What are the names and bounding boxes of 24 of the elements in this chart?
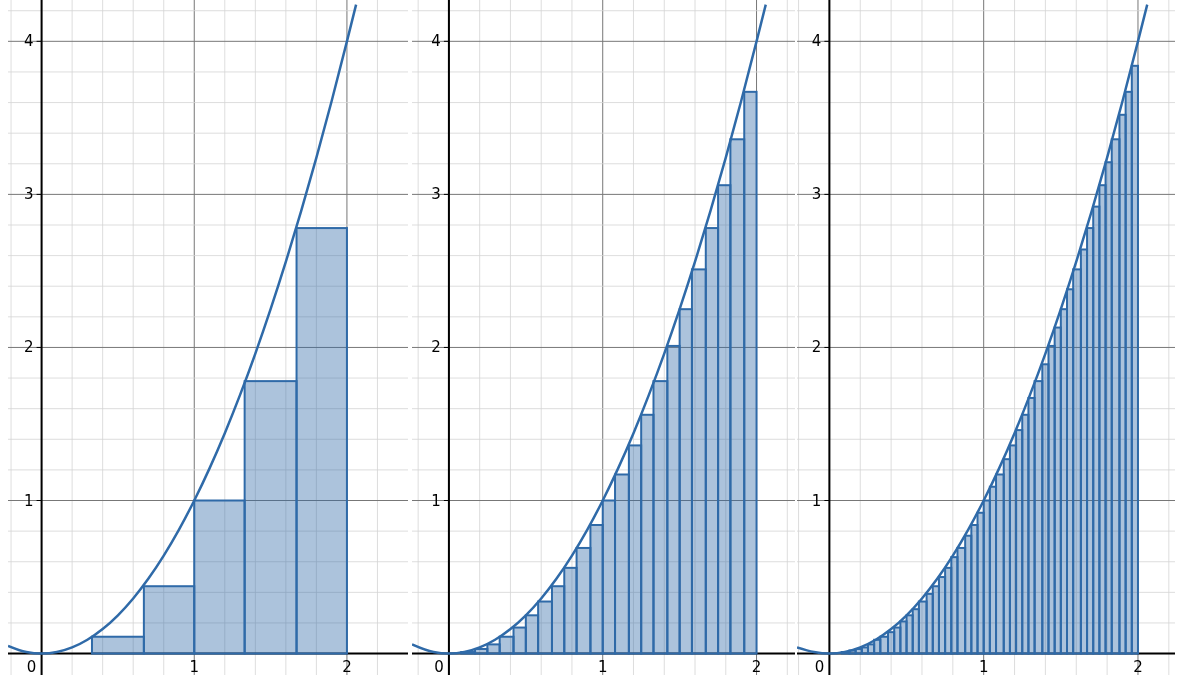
x-tick-label: 1: [597, 657, 608, 675]
x-tick-label: 2: [751, 657, 762, 675]
y-tick-label: 2: [811, 338, 822, 357]
y-tick-label: 3: [811, 185, 822, 204]
y-tick-label: 3: [431, 185, 441, 204]
x-tick-label: 0: [434, 657, 444, 675]
y-tick-label: 3: [24, 185, 34, 204]
y-tick-label: 2: [431, 338, 441, 357]
line-series: [8, 3, 358, 655]
x-tick-label: 1: [978, 657, 989, 675]
y-tick-label: 4: [24, 32, 34, 51]
x-tick-label: 0: [26, 657, 37, 675]
x-tick-label: 2: [1133, 657, 1143, 675]
y-tick-label: 1: [24, 491, 34, 510]
y-tick-label: 4: [811, 32, 822, 51]
line-series: [412, 3, 768, 655]
y-tick-label: 1: [431, 491, 441, 510]
x-tick-label: 2: [342, 657, 352, 675]
y-tick-label: 2: [24, 338, 34, 357]
x-tick-label: 0: [814, 657, 825, 675]
x-tick-label: 1: [189, 657, 200, 675]
line-series: [797, 3, 1149, 655]
y-tick-label: 1: [811, 491, 822, 510]
y-tick-label: 4: [431, 32, 441, 51]
